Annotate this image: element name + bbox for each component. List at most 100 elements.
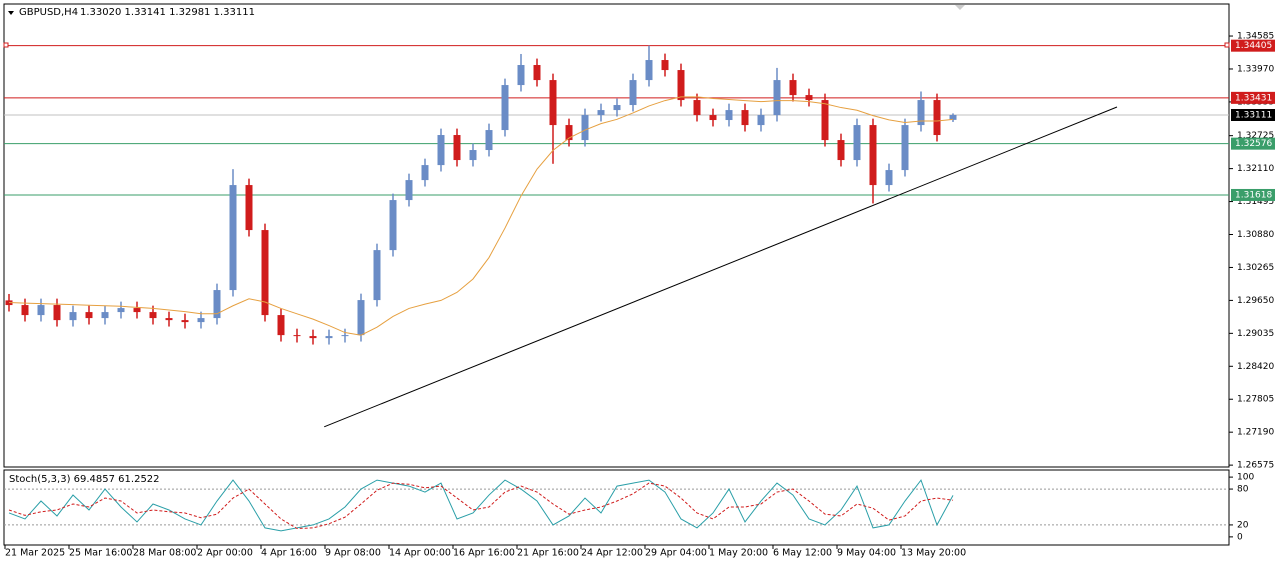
x-tick-label: 9 May 04:00 — [837, 548, 896, 559]
candle-body — [469, 150, 477, 161]
candle-body — [309, 336, 317, 339]
symbol: GBPUSD,H4 — [19, 7, 78, 18]
trend-line — [324, 106, 1118, 428]
candle-body — [485, 130, 493, 151]
candle-body — [245, 185, 253, 231]
candle-body — [533, 65, 541, 81]
level-box — [1231, 188, 1275, 201]
level-label: 1.33111 — [1235, 110, 1272, 120]
y-tick-label: 1.27805 — [1237, 395, 1274, 405]
main-panel — [3, 3, 1230, 468]
candle-body — [837, 140, 845, 161]
candle-body — [261, 230, 269, 316]
candle-body — [85, 312, 93, 319]
y-tick-label: 1.26575 — [1237, 461, 1274, 471]
moving-average — [8, 96, 954, 336]
candle-body — [661, 60, 669, 71]
candle-body — [21, 305, 29, 316]
y-tick-label: 1.29035 — [1237, 329, 1274, 339]
x-tick-label: 16 Apr 16:00 — [453, 548, 515, 559]
candle-body — [933, 100, 941, 136]
candle-body — [949, 114, 957, 120]
candle-body — [677, 70, 685, 101]
x-tick-label: 13 May 20:00 — [901, 548, 966, 559]
y-tick-label: 1.27190 — [1237, 428, 1274, 438]
level-box — [1231, 137, 1275, 150]
y-tick-label: 1.30265 — [1237, 263, 1274, 273]
x-tick-label: 24 Apr 12:00 — [581, 548, 643, 559]
quote: 1.33020 1.33141 1.32981 1.33111 — [80, 7, 255, 18]
candle-body — [101, 312, 109, 319]
level-label: 1.32576 — [1235, 139, 1272, 149]
stoch-line — [8, 479, 954, 532]
level-label: 1.34405 — [1235, 41, 1272, 51]
x-tick-label: 4 Apr 16:00 — [261, 548, 317, 559]
candle-body — [69, 312, 77, 321]
candle-body — [853, 125, 861, 161]
level-box — [1231, 108, 1275, 121]
candle-body — [37, 305, 45, 316]
candle-body — [517, 65, 525, 86]
candle-body — [501, 85, 509, 131]
candle-body — [821, 100, 829, 141]
candle-body — [709, 115, 717, 121]
candle-body — [437, 135, 445, 166]
candle-body — [693, 100, 701, 116]
candle-body — [725, 110, 733, 121]
scroll-marker — [3, 42, 9, 48]
candle-body — [181, 320, 189, 323]
y-tick-label: 20 — [1237, 520, 1249, 530]
x-tick-label: 6 May 12:00 — [773, 548, 832, 559]
y-tick-label: 80 — [1237, 485, 1249, 495]
candle-body — [405, 180, 413, 201]
candle-body — [613, 105, 621, 111]
level-box — [1231, 39, 1275, 52]
candle-body — [645, 60, 653, 81]
candle-body — [165, 318, 173, 321]
candle-body — [757, 115, 765, 126]
x-tick-label: 9 Apr 08:00 — [325, 548, 381, 559]
x-tick-label: 21 Mar 2025 — [5, 548, 65, 559]
y-tick-label: 1.32725 — [1237, 131, 1274, 141]
y-tick-label: 1.33970 — [1237, 64, 1274, 74]
level-label: 1.33431 — [1235, 93, 1272, 103]
candle-body — [293, 335, 301, 337]
candle-body — [805, 95, 813, 101]
indicator-label: Stoch(5,3,3) 69.4857 61.2522 — [9, 474, 160, 485]
x-tick-label: 25 Mar 16:00 — [69, 548, 132, 559]
candle-body — [869, 125, 877, 186]
candle-body — [885, 170, 893, 186]
x-tick-label: 21 Apr 16:00 — [517, 548, 579, 559]
candle-body — [901, 125, 909, 171]
stoch-panel — [3, 469, 1230, 546]
candle-body — [325, 336, 333, 339]
candle-body — [581, 115, 589, 141]
candle-body — [53, 305, 61, 321]
candle-body — [117, 308, 125, 313]
candle-body — [197, 318, 205, 323]
candle-body — [389, 200, 397, 251]
candle-body — [549, 80, 557, 126]
x-tick-label: 28 Mar 08:00 — [133, 548, 196, 559]
candle-body — [773, 80, 781, 116]
candle-body — [421, 165, 429, 181]
candle-body — [789, 80, 797, 96]
x-tick-label: 1 May 20:00 — [709, 548, 768, 559]
candle-body — [357, 300, 365, 336]
y-tick-label: 1.31495 — [1237, 197, 1274, 207]
candle-body — [597, 110, 605, 116]
level-label: 1.31618 — [1235, 190, 1272, 200]
candle-body — [341, 335, 349, 337]
candle-body — [229, 185, 237, 291]
x-tick-label: 29 Apr 04:00 — [645, 548, 707, 559]
stoch-line — [8, 482, 954, 530]
y-tick-label: 1.30880 — [1237, 230, 1274, 240]
candle-body — [917, 100, 925, 126]
y-tick-label: 0 — [1237, 532, 1243, 542]
candle-body — [133, 308, 141, 313]
dropdown-icon[interactable] — [8, 11, 14, 15]
candle-body — [565, 125, 573, 141]
candle-body — [453, 135, 461, 161]
x-tick-label: 2 Apr 00:00 — [197, 548, 253, 559]
